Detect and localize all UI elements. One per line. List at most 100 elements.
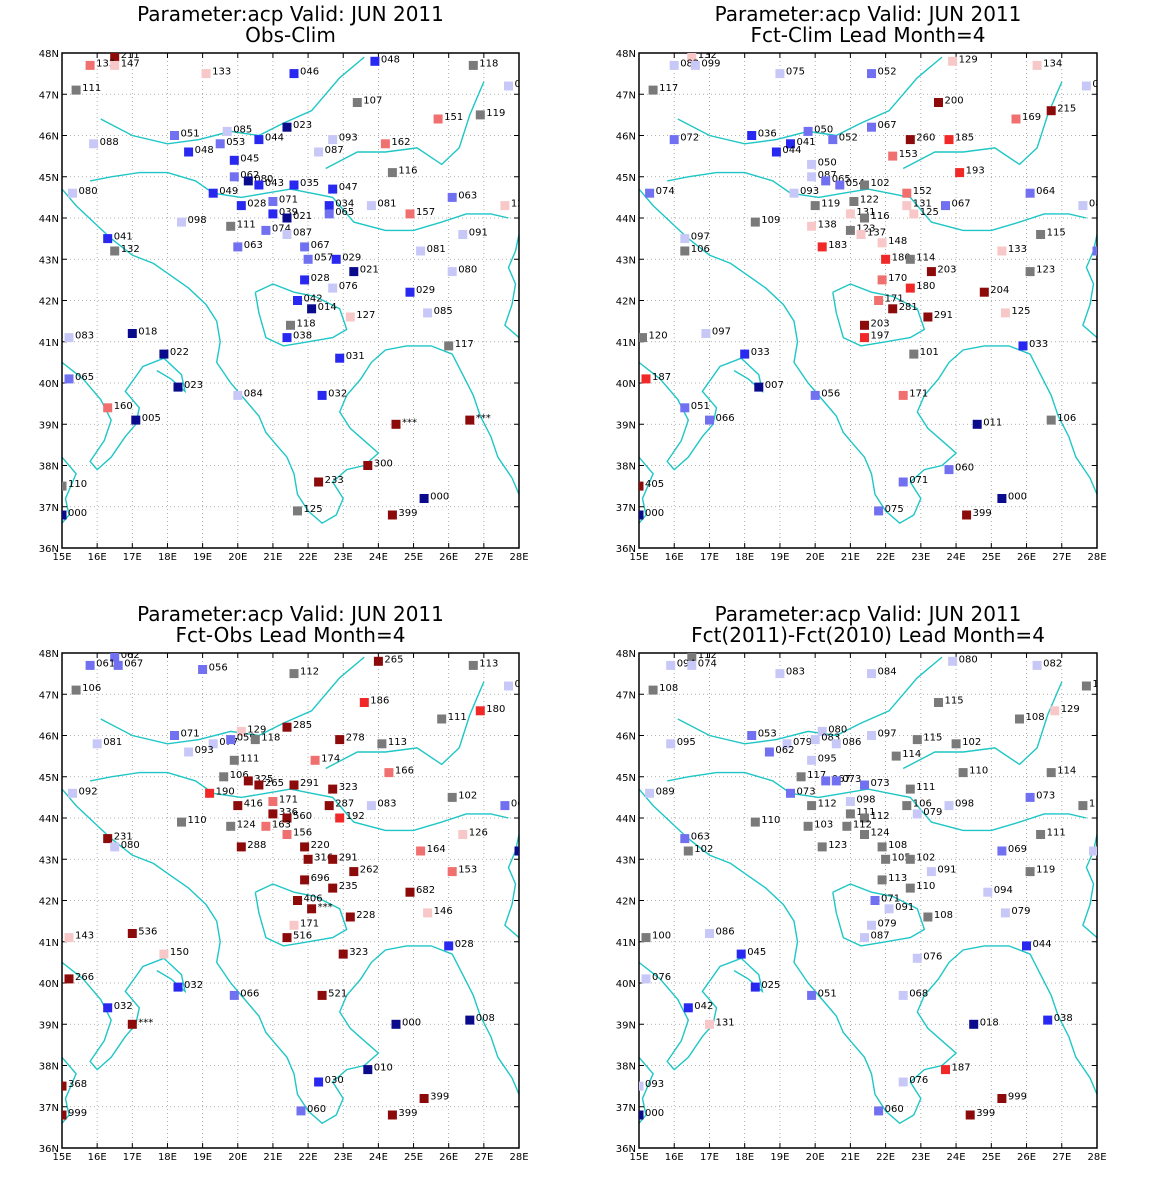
station-marker [687, 660, 697, 670]
station-marker [923, 312, 933, 322]
station-value-label: 081 [103, 737, 122, 748]
station-value-label: 023 [293, 120, 312, 131]
station-marker [817, 842, 827, 852]
x-tick-label: 18E [158, 1152, 177, 1163]
station-marker [514, 846, 519, 856]
station-marker [701, 329, 711, 338]
x-tick-label: 15E [52, 552, 71, 563]
station-marker [828, 135, 838, 145]
station-value-label: 045 [747, 947, 766, 958]
y-tick-label: 36N [39, 1144, 59, 1155]
station-value-label: 170 [888, 273, 907, 284]
x-tick-label: 16E [88, 1152, 107, 1163]
station-value-label: 079 [793, 737, 812, 748]
y-tick-label: 36N [39, 544, 59, 555]
station-value-label: 116 [398, 166, 417, 177]
station-value-label: 041 [114, 232, 133, 243]
station-marker [648, 685, 658, 695]
station-marker [173, 382, 183, 392]
station-value-label: 133 [96, 58, 115, 69]
station-value-label: 151 [444, 112, 463, 123]
station-value-label: 073 [1036, 790, 1055, 801]
station-marker [997, 1094, 1007, 1103]
coastline [902, 681, 1063, 770]
station-value-label: 093 [339, 133, 358, 144]
coastline [62, 1056, 77, 1124]
station-value-label: 266 [75, 972, 94, 983]
coastline [62, 788, 519, 1125]
station-value-label: 108 [659, 683, 678, 694]
station-value-label: 088 [100, 137, 119, 148]
x-tick-label: 23E [911, 552, 930, 563]
station-value-label: 110 [188, 815, 207, 826]
station-marker [468, 60, 478, 70]
station-marker [898, 390, 908, 400]
station-value-label: 075 [786, 67, 805, 78]
station-marker [884, 904, 894, 914]
station-marker [289, 180, 299, 190]
station-value-label: 190 [216, 786, 235, 797]
station-value-label: 039 [279, 207, 298, 218]
station-marker [754, 382, 764, 392]
station-value-label: 125 [304, 504, 323, 515]
station-marker [444, 941, 454, 951]
station-marker [764, 747, 774, 757]
station-marker [328, 184, 338, 194]
station-value-label: 119 [821, 199, 840, 210]
station-marker [215, 139, 225, 149]
station-marker [468, 660, 478, 670]
station-value-label: 114 [916, 252, 935, 263]
station-marker [905, 784, 915, 794]
station-marker [177, 217, 186, 227]
station-value-label: 107 [363, 96, 382, 107]
station-value-label: 028 [311, 273, 330, 284]
coastline [639, 188, 1097, 525]
station-value-label: 152 [913, 186, 932, 197]
station-marker [233, 390, 243, 400]
station-value-label: 087 [871, 931, 890, 942]
station-marker [902, 188, 912, 198]
station-value-label: 051 [818, 988, 837, 999]
y-tick-label: 45N [616, 773, 636, 784]
y-tick-label: 43N [616, 255, 636, 266]
x-tick-label: 26E [1017, 552, 1036, 563]
station-marker [268, 797, 278, 806]
x-tick-label: 25E [404, 1152, 423, 1163]
station-value-label: 095 [818, 753, 837, 764]
y-tick-label: 47N [39, 690, 59, 701]
x-tick-label: 23E [334, 1152, 353, 1163]
station-value-label: 074 [698, 658, 717, 669]
station-marker [898, 1077, 908, 1087]
station-marker [867, 122, 876, 132]
y-tick-label: 42N [616, 297, 636, 308]
station-value-label: 131 [856, 207, 875, 218]
station-marker [349, 267, 359, 277]
station-value-label: 089 [656, 786, 675, 797]
station-value-label: 316 [314, 852, 333, 863]
station-value-label: 231 [114, 832, 133, 843]
station-marker [314, 477, 324, 487]
coastline [639, 1056, 654, 1124]
station-marker [289, 780, 299, 790]
station-value-label: 089 [1100, 844, 1119, 855]
station-marker [807, 755, 817, 765]
station-value-label: 278 [346, 733, 365, 744]
station-value-label: 067 [832, 774, 851, 785]
station-value-label: 053 [758, 729, 777, 740]
station-value-label: 132 [121, 244, 140, 255]
station-marker [905, 254, 915, 264]
station-marker [127, 929, 137, 938]
x-tick-label: 19E [193, 1152, 212, 1163]
station-marker [874, 1106, 884, 1116]
station-value-label: 047 [339, 182, 358, 193]
station-value-label: 187 [652, 372, 671, 383]
x-tick-label: 19E [770, 552, 789, 563]
coastline [62, 357, 187, 471]
station-value-label: 028 [455, 939, 474, 950]
station-value-label: 200 [945, 96, 964, 107]
station-value-label: 287 [335, 799, 354, 810]
station-marker [944, 465, 954, 475]
y-tick-label: 39N [616, 1020, 636, 1031]
station-marker [110, 246, 120, 256]
station-value-label: 080 [959, 654, 978, 665]
